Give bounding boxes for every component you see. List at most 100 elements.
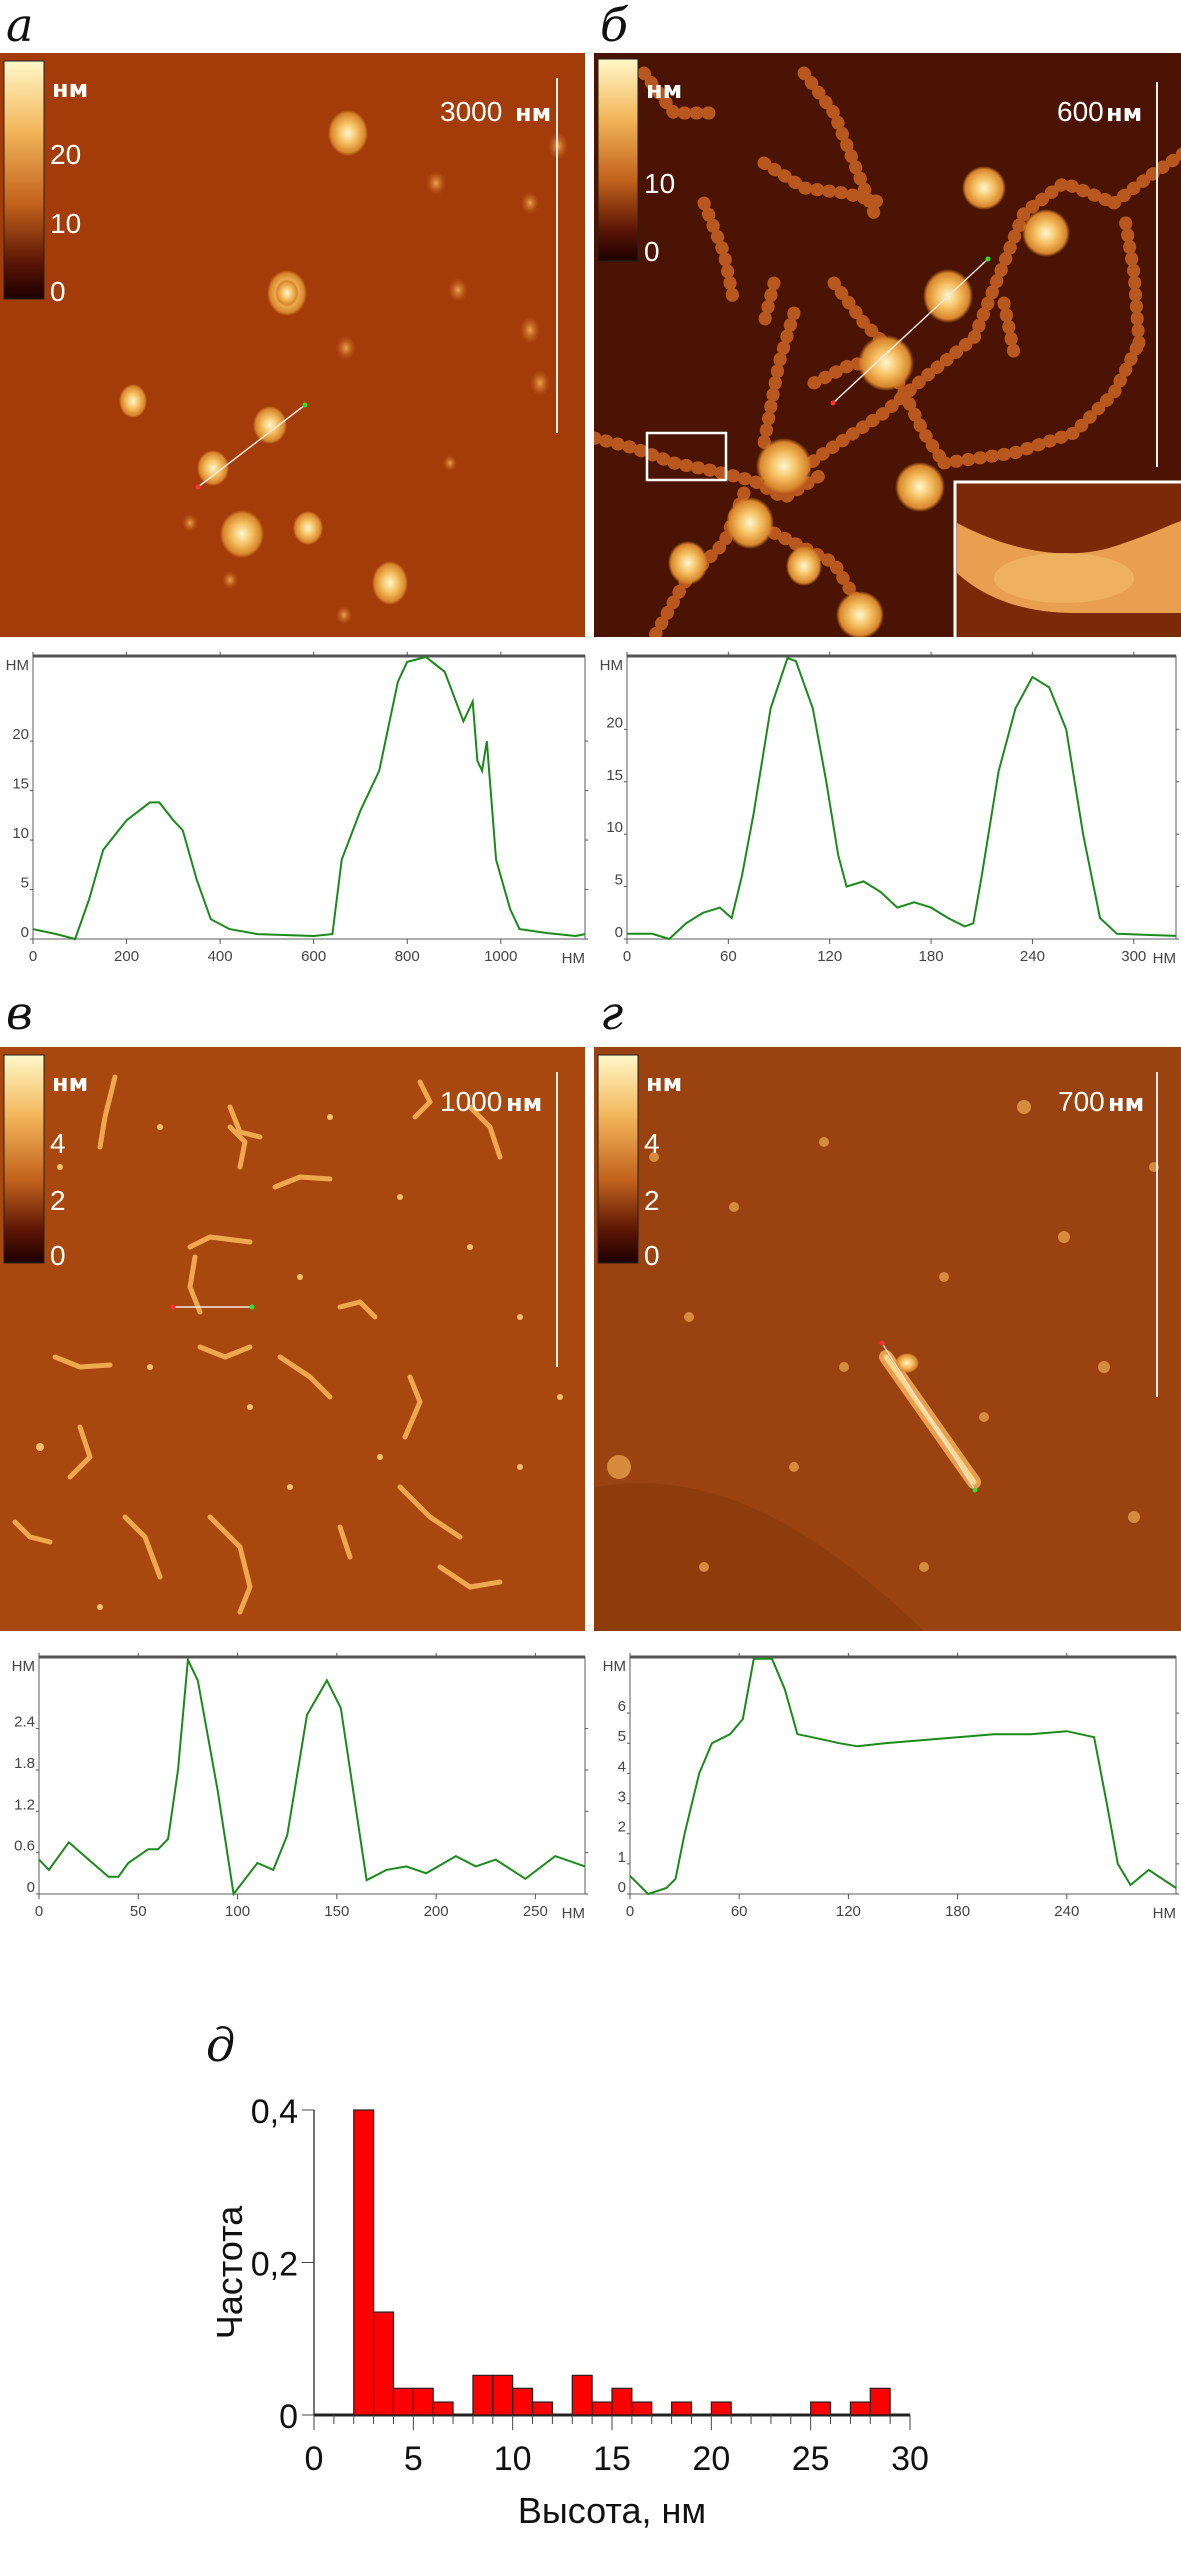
histogram-bar xyxy=(849,2401,871,2416)
y-tick-label: 5 xyxy=(618,1728,626,1745)
histogram-bar xyxy=(353,2109,375,2416)
afm-image-d: нм 4 2 0 700 нм xyxy=(594,1047,1181,1631)
colorbar: нм 20 10 0 xyxy=(3,60,88,307)
x-tick-label: 180 xyxy=(919,948,944,965)
y-tick-label: 2 xyxy=(618,1819,626,1836)
colorbar-tick: 10 xyxy=(644,168,675,199)
scale-bar: 700 нм xyxy=(1058,1072,1158,1397)
x-tick-label: 0 xyxy=(35,1903,43,1920)
x-tick-label: 100 xyxy=(225,1903,250,1920)
colorbar-unit: нм xyxy=(52,75,88,103)
histogram-bar xyxy=(531,2401,553,2416)
profile-line xyxy=(197,404,306,488)
colorbar: нм 4 2 0 xyxy=(3,1054,88,1271)
x-unit-label: НМ xyxy=(1153,1905,1176,1922)
colorbar-tick: 0 xyxy=(644,236,660,267)
panel-label-b: б xyxy=(600,0,629,52)
histogram-bar xyxy=(869,2387,891,2416)
height-profile-c: 0 50 100 150 200 250 0 0.6 1.2 1.8 2.4 НМ НМ xyxy=(12,1653,588,1922)
y-tick-label: 15 xyxy=(12,776,29,793)
colorbar-tick: 20 xyxy=(50,139,81,170)
x-tick-label: 200 xyxy=(424,1903,449,1920)
profile-start-marker xyxy=(879,1340,885,1346)
x-tick-label: 20 xyxy=(692,2440,730,2478)
panel-label-c: в xyxy=(6,986,33,1040)
x-tick-label: 300 xyxy=(1121,948,1146,965)
particles xyxy=(607,1100,1159,1572)
y-tick-label: 0 xyxy=(27,1879,35,1896)
scale-bar-value: 1000 xyxy=(440,1086,502,1117)
histogram-bar xyxy=(631,2401,653,2416)
histogram-bar xyxy=(432,2401,454,2416)
colorbar-tick: 4 xyxy=(50,1128,66,1159)
scale-bar: 600 нм xyxy=(1057,82,1158,467)
y-axis-label: Частота xyxy=(209,2205,250,2339)
dna-strands xyxy=(12,1074,503,1615)
plot-frame xyxy=(38,1656,586,1895)
scale-bar: 1000 нм xyxy=(440,1072,558,1367)
plot-frame xyxy=(626,655,1177,940)
colorbar-tick: 10 xyxy=(50,208,81,239)
histogram-bar xyxy=(571,2374,593,2416)
y-unit-label: НМ xyxy=(12,1658,35,1675)
x-tick-label: 0 xyxy=(626,1903,634,1920)
colorbar-unit: нм xyxy=(646,1069,682,1097)
y-unit-label: НМ xyxy=(600,657,623,674)
y-tick-label: 0 xyxy=(279,2398,298,2436)
scale-bar-value: 700 xyxy=(1058,1086,1105,1117)
x-tick-label: 800 xyxy=(395,948,420,965)
histogram-bar xyxy=(710,2401,732,2416)
afm-background xyxy=(0,53,585,637)
profile-series-line xyxy=(629,1657,1177,1896)
plot-frame xyxy=(32,655,586,940)
zoom-region-box xyxy=(645,431,728,482)
afm-background xyxy=(0,1047,585,1631)
x-tick-label: 240 xyxy=(1054,1903,1079,1920)
panel-label-a: а xyxy=(6,0,34,52)
scale-bar: 3000 нм xyxy=(440,78,558,433)
colorbar-unit: нм xyxy=(646,76,682,104)
profile-start-marker xyxy=(195,484,201,490)
colorbar-tick: 0 xyxy=(644,1240,660,1271)
scale-bar-unit: нм xyxy=(1106,99,1142,127)
y-tick-label: 20 xyxy=(12,726,29,743)
y-tick-label: 4 xyxy=(618,1758,626,1775)
particles xyxy=(17,1114,563,1610)
x-tick-label: 15 xyxy=(593,2440,631,2478)
x-tick-label: 60 xyxy=(731,1903,748,1920)
x-axis-label: Высота, нм xyxy=(518,2490,706,2531)
x-tick-label: 0 xyxy=(29,948,37,965)
scale-bar-value: 600 xyxy=(1057,96,1104,127)
x-tick-label: 60 xyxy=(720,948,737,965)
y-tick-label: 0.6 xyxy=(14,1838,35,1855)
x-tick-label: 1000 xyxy=(484,948,517,965)
colorbar-tick: 4 xyxy=(644,1128,660,1159)
histogram-bar xyxy=(591,2401,613,2416)
histogram-bar xyxy=(373,2311,395,2416)
colorbar: нм 4 2 0 xyxy=(597,1054,682,1271)
x-tick-label: 25 xyxy=(792,2440,830,2478)
profile-series-line xyxy=(627,656,1177,941)
height-histogram: 0 5 10 15 20 25 30 0 0,2 0,4 Высота, нм Частота xyxy=(209,2093,929,2531)
y-tick-label: 10 xyxy=(606,819,623,836)
y-tick-label: 2.4 xyxy=(14,1714,35,1731)
profile-series-line xyxy=(38,1656,586,1897)
colorbar-tick: 0 xyxy=(50,1240,66,1271)
x-tick-label: 400 xyxy=(208,948,233,965)
y-tick-label: 20 xyxy=(606,714,623,731)
histogram-bar xyxy=(611,2387,633,2416)
histogram-bar xyxy=(492,2374,514,2416)
colorbar-unit: нм xyxy=(52,1069,88,1097)
panel-label-e: д xyxy=(206,2018,236,2072)
colorbar-tick: 0 xyxy=(50,276,66,307)
y-unit-label: НМ xyxy=(6,657,29,674)
histogram-bar xyxy=(670,2401,693,2416)
afm-image-b: нм 10 0 600 нм xyxy=(594,53,1181,637)
scale-bar-value: 3000 xyxy=(440,96,502,127)
colorbar: нм 10 0 xyxy=(597,58,682,267)
y-tick-label: 0,4 xyxy=(251,2093,298,2131)
y-tick-label: 15 xyxy=(606,767,623,784)
x-tick-label: 150 xyxy=(324,1903,349,1920)
profile-end-marker xyxy=(985,256,991,262)
y-tick-label: 1.2 xyxy=(14,1796,35,1813)
